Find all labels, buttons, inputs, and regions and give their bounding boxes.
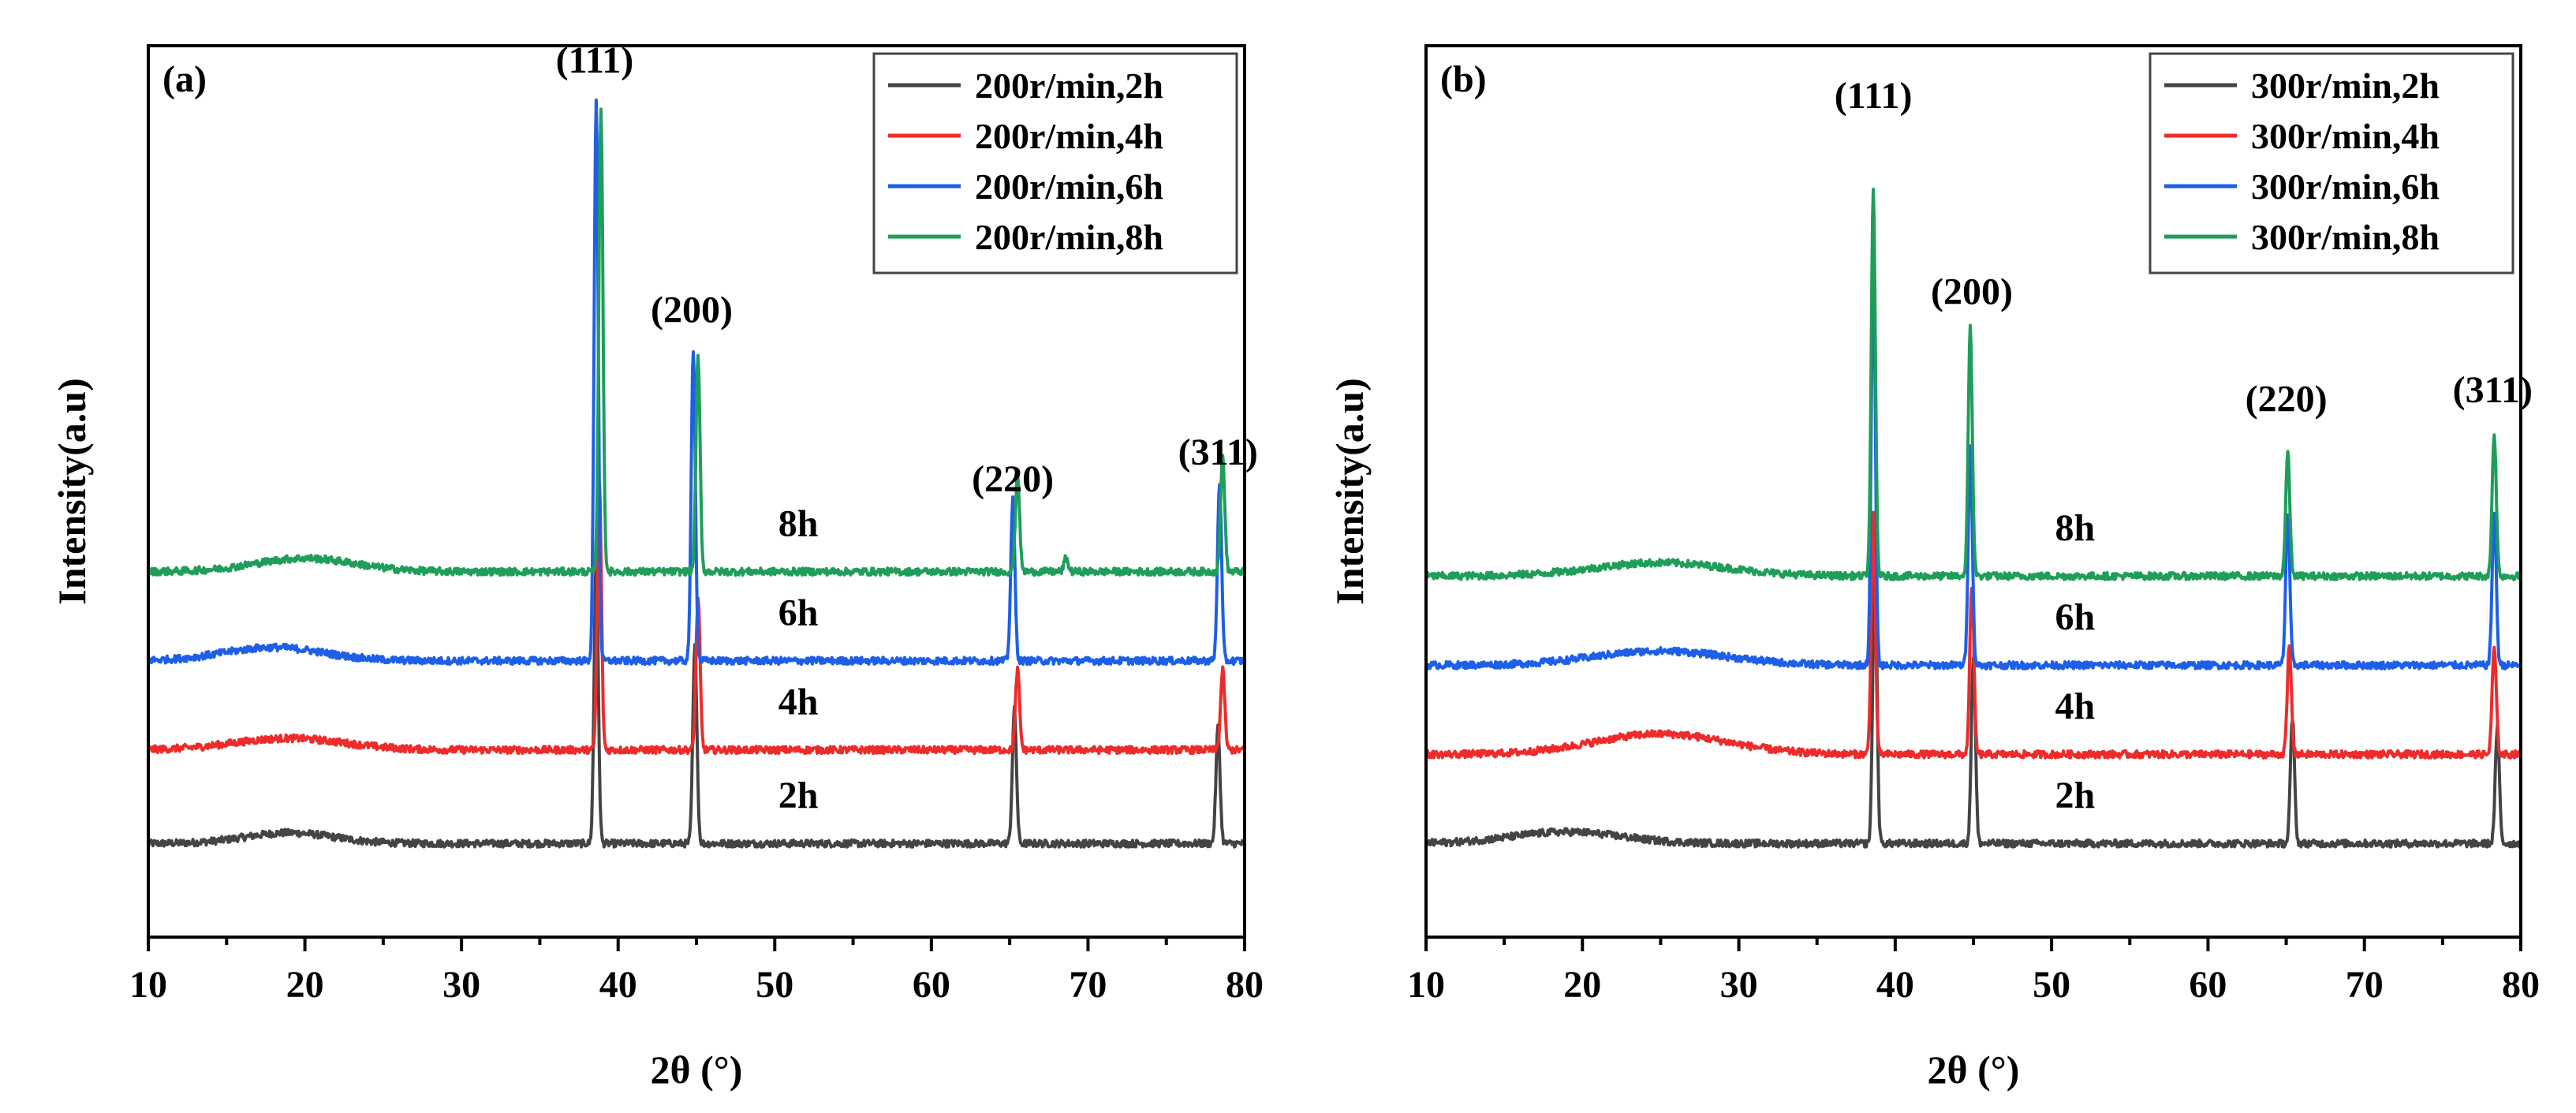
peak-label: (311) (1178, 431, 1258, 473)
peak-label: (200) (651, 289, 733, 331)
legend-label-4h: 200r/min,4h (975, 116, 1163, 156)
x-tick-label: 70 (2346, 964, 2384, 1006)
x-tick-label: 50 (756, 964, 793, 1006)
legend-label-6h: 300r/min,6h (2251, 166, 2440, 207)
peak-label: (200) (1931, 271, 2013, 313)
series-line-8h (147, 107, 1246, 577)
peak-label: (220) (2246, 378, 2328, 420)
legend-label-8h: 200r/min,8h (975, 217, 1163, 257)
series-tag-6h: 6h (2055, 596, 2096, 638)
x-tick-label: 30 (1720, 964, 1758, 1006)
x-tick-label: 10 (1407, 964, 1445, 1006)
x-tick-label: 70 (1069, 964, 1107, 1006)
x-tick-label: 60 (913, 964, 950, 1006)
panel-tag: (b) (1440, 58, 1487, 100)
legend: 300r/min,2h 300r/min,4h 300r/min,6h 300r/mi… (2149, 52, 2514, 275)
peak-label: (311) (2453, 369, 2533, 411)
x-tick-label: 20 (1563, 964, 1601, 1006)
panel-b: 2h 4h 6h 8h 10 20 30 40 50 60 70 80 2θ (°) Intensity(… (1327, 44, 2540, 1092)
x-tick-label: 10 (129, 964, 167, 1006)
x-tick-label: 80 (2502, 964, 2540, 1006)
x-tick-label: 80 (1226, 964, 1264, 1006)
y-axis-label: Intensity(a.u) (50, 378, 94, 605)
series-line-6h (147, 98, 1246, 667)
series-tag-2h: 2h (778, 775, 819, 816)
x-tick-label: 20 (286, 964, 324, 1006)
x-tick-label: 30 (442, 964, 480, 1006)
peak-label: (220) (972, 458, 1054, 500)
legend-label-4h: 300r/min,4h (2251, 116, 2440, 156)
series-tag-8h: 8h (2055, 507, 2096, 549)
legend-label-6h: 200r/min,6h (975, 166, 1163, 207)
x-axis-label: 2θ (°) (651, 1048, 743, 1092)
x-tick-label: 60 (2189, 964, 2227, 1006)
series-tag-4h: 4h (2055, 685, 2096, 727)
x-tick-label: 50 (2033, 964, 2070, 1006)
x-tick-label: 40 (599, 964, 637, 1006)
x-axis-label: 2θ (°) (1928, 1048, 2020, 1092)
legend-label-2h: 200r/min,2h (975, 65, 1163, 106)
series-line-6h (1424, 260, 2522, 670)
peak-label: (111) (556, 39, 634, 81)
panel-tag: (a) (162, 58, 207, 100)
series-line-8h (1424, 187, 2522, 581)
series-tag-8h: 8h (778, 503, 819, 545)
legend-label-2h: 300r/min,2h (2251, 65, 2440, 106)
legend: 200r/min,2h 200r/min,4h 200r/min,6h 200r/mi… (872, 52, 1238, 275)
series-tag-6h: 6h (778, 592, 819, 634)
legend-label-8h: 300r/min,8h (2251, 217, 2440, 257)
x-tick-label: 40 (1876, 964, 1914, 1006)
series-tag-2h: 2h (2055, 775, 2096, 816)
y-axis-label: Intensity(a.u) (1327, 378, 1372, 605)
series-tag-4h: 4h (778, 682, 819, 723)
peak-label: (111) (1835, 75, 1913, 117)
panel-a: 2h 4h 6h 8h 10 20 30 40 50 60 70 80 2θ (°) Intensity(… (50, 39, 1264, 1092)
